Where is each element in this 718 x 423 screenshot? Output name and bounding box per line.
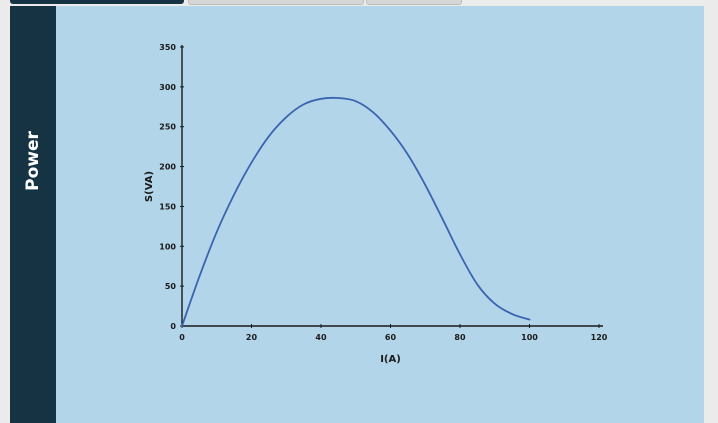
x-tick-label: 0 <box>179 333 185 342</box>
y-tick-label: 300 <box>159 83 176 92</box>
power-chart: 0 20 40 60 80 100 120 0 50 100 150 200 250 300 350 I(A… <box>144 43 608 365</box>
y-tick-label: 150 <box>159 202 176 211</box>
y-axis-title: S(VA) <box>144 171 155 202</box>
x-axis-title: I(A) <box>380 354 401 365</box>
y-tick-label: 200 <box>159 163 176 172</box>
y-tick-label: 0 <box>170 322 176 331</box>
tab-third[interactable] <box>366 0 462 5</box>
x-tick-label: 100 <box>521 333 538 342</box>
series-line <box>181 96 531 327</box>
x-tick-label: 60 <box>385 333 397 342</box>
x-tick-label: 20 <box>246 333 258 342</box>
chart-axes <box>181 45 603 327</box>
y-tick-label: 350 <box>159 43 176 52</box>
y-tick-label: 100 <box>159 242 176 251</box>
chart-ticks: 0 20 40 60 80 100 120 0 50 100 150 200 250 300 350 <box>159 43 607 342</box>
chart-lines <box>181 96 531 327</box>
x-tick-label: 80 <box>454 333 466 342</box>
x-tick-label: 120 <box>591 333 608 342</box>
x-tick-label: 40 <box>315 333 327 342</box>
tab-second[interactable] <box>188 0 364 5</box>
tab-active[interactable] <box>10 0 184 4</box>
tab-strip <box>0 0 718 6</box>
side-bar: Power <box>10 6 56 423</box>
chart-panel: Power 0 20 40 60 80 100 120 0 50 100 150 200 250 300 3… <box>10 6 704 423</box>
y-tick-label: 250 <box>159 123 176 132</box>
y-tick-label: 50 <box>165 282 177 291</box>
